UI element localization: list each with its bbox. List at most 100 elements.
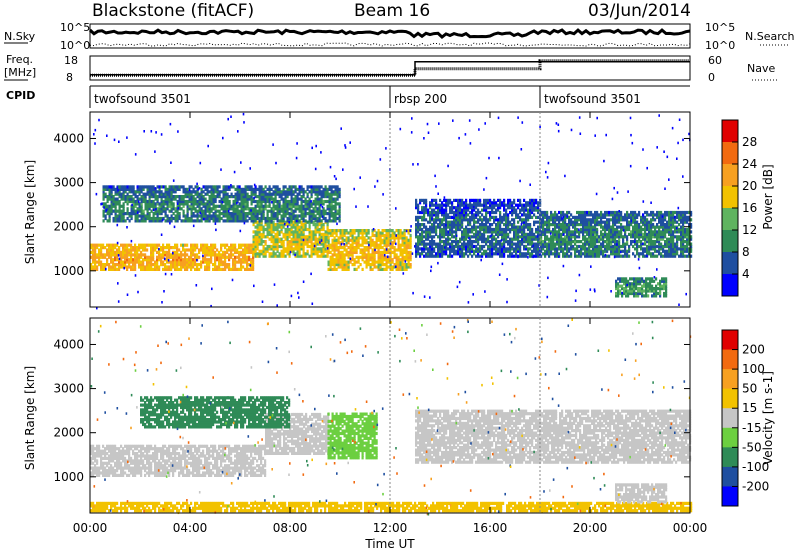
power-cell — [548, 218, 551, 222]
power-cell — [387, 236, 390, 240]
power-cell — [312, 232, 315, 236]
power-cell — [385, 241, 388, 245]
power-cell — [146, 192, 149, 196]
power-cell — [385, 263, 388, 267]
power-cell — [521, 218, 524, 222]
power-cell — [513, 237, 516, 241]
power-cell — [403, 231, 406, 235]
power-cell — [542, 244, 545, 249]
power-cell — [505, 218, 508, 222]
power-cell — [489, 247, 492, 251]
power-cell — [132, 207, 135, 211]
power-cell — [194, 199, 197, 204]
power-cell — [206, 243, 209, 247]
power-cell — [531, 208, 534, 212]
power-cell — [471, 235, 474, 239]
power-cell — [120, 185, 123, 189]
power-cell — [206, 192, 209, 196]
power-cell — [190, 202, 193, 206]
power-cell — [174, 255, 177, 259]
power-cell — [537, 201, 540, 205]
power-cell — [353, 246, 356, 250]
power-cell — [527, 213, 530, 217]
power-cell — [568, 247, 571, 251]
power-cell — [377, 267, 380, 271]
power-cell — [459, 206, 462, 210]
power-cell — [439, 235, 442, 239]
power-cell — [336, 195, 339, 199]
power-cell — [222, 185, 225, 189]
power-cell — [429, 220, 432, 224]
power-cell — [220, 267, 223, 271]
power-cell — [314, 216, 317, 221]
power-cell — [447, 247, 450, 251]
power-cell — [268, 223, 271, 227]
nsky-tick-top-right: 10^5 — [705, 21, 735, 34]
power-cell — [224, 214, 227, 218]
power-cell — [421, 218, 424, 222]
power-cell — [449, 247, 452, 251]
power-cell — [477, 235, 480, 239]
power-cell — [156, 202, 159, 206]
freq-trace — [90, 61, 690, 76]
power-cell — [353, 260, 356, 264]
power-cell — [240, 195, 243, 199]
power-cell — [240, 260, 243, 264]
power-cell — [314, 197, 317, 201]
power-cell — [417, 244, 420, 249]
power-cell — [212, 250, 215, 254]
power-cell — [435, 201, 438, 205]
power-cell — [365, 238, 368, 242]
power-cell — [584, 235, 587, 239]
power-cell — [445, 203, 448, 207]
power-cell — [373, 255, 376, 259]
power-cell — [118, 199, 121, 204]
power-cell — [403, 246, 406, 250]
power-cell — [560, 227, 563, 232]
power-cell — [373, 250, 376, 254]
power-cell — [148, 204, 151, 208]
power-cell — [457, 203, 460, 207]
power-cell — [489, 215, 492, 219]
power-cell — [184, 195, 187, 199]
power-cell — [499, 201, 502, 205]
power-cell — [359, 255, 362, 259]
power-cell — [437, 218, 440, 222]
power-cell — [304, 223, 307, 227]
power-cell — [154, 202, 157, 206]
power-cell — [294, 223, 297, 227]
power-cell — [140, 255, 143, 259]
power-cell — [186, 192, 189, 196]
power-cell — [431, 210, 434, 215]
power-cell — [200, 199, 203, 204]
power-cell — [238, 243, 241, 247]
power-cell — [168, 260, 171, 264]
power-cell — [455, 220, 458, 224]
power-cell — [531, 249, 534, 253]
power-cell — [385, 246, 388, 250]
power-cell — [403, 263, 406, 267]
power-cell — [531, 210, 534, 215]
power-cell — [415, 232, 418, 236]
power-cell — [562, 213, 565, 217]
power-cell — [332, 212, 335, 216]
power-cell — [503, 223, 506, 227]
power-cell — [290, 185, 293, 189]
power-cell — [122, 207, 125, 211]
power-cell — [576, 254, 579, 258]
power-cell — [126, 197, 129, 201]
power-cell — [542, 223, 545, 227]
power-cell — [158, 255, 161, 259]
power-cell — [339, 260, 342, 264]
power-cell — [264, 197, 267, 201]
power-cell — [324, 247, 327, 251]
power-cell — [176, 250, 179, 254]
power-cell — [566, 223, 569, 227]
power-cell — [389, 263, 392, 267]
power-cell — [236, 187, 239, 191]
power-cell — [399, 263, 402, 267]
power-cell — [152, 214, 155, 218]
power-cell — [491, 237, 494, 241]
power-cell — [180, 197, 183, 201]
power-cell — [612, 244, 615, 249]
